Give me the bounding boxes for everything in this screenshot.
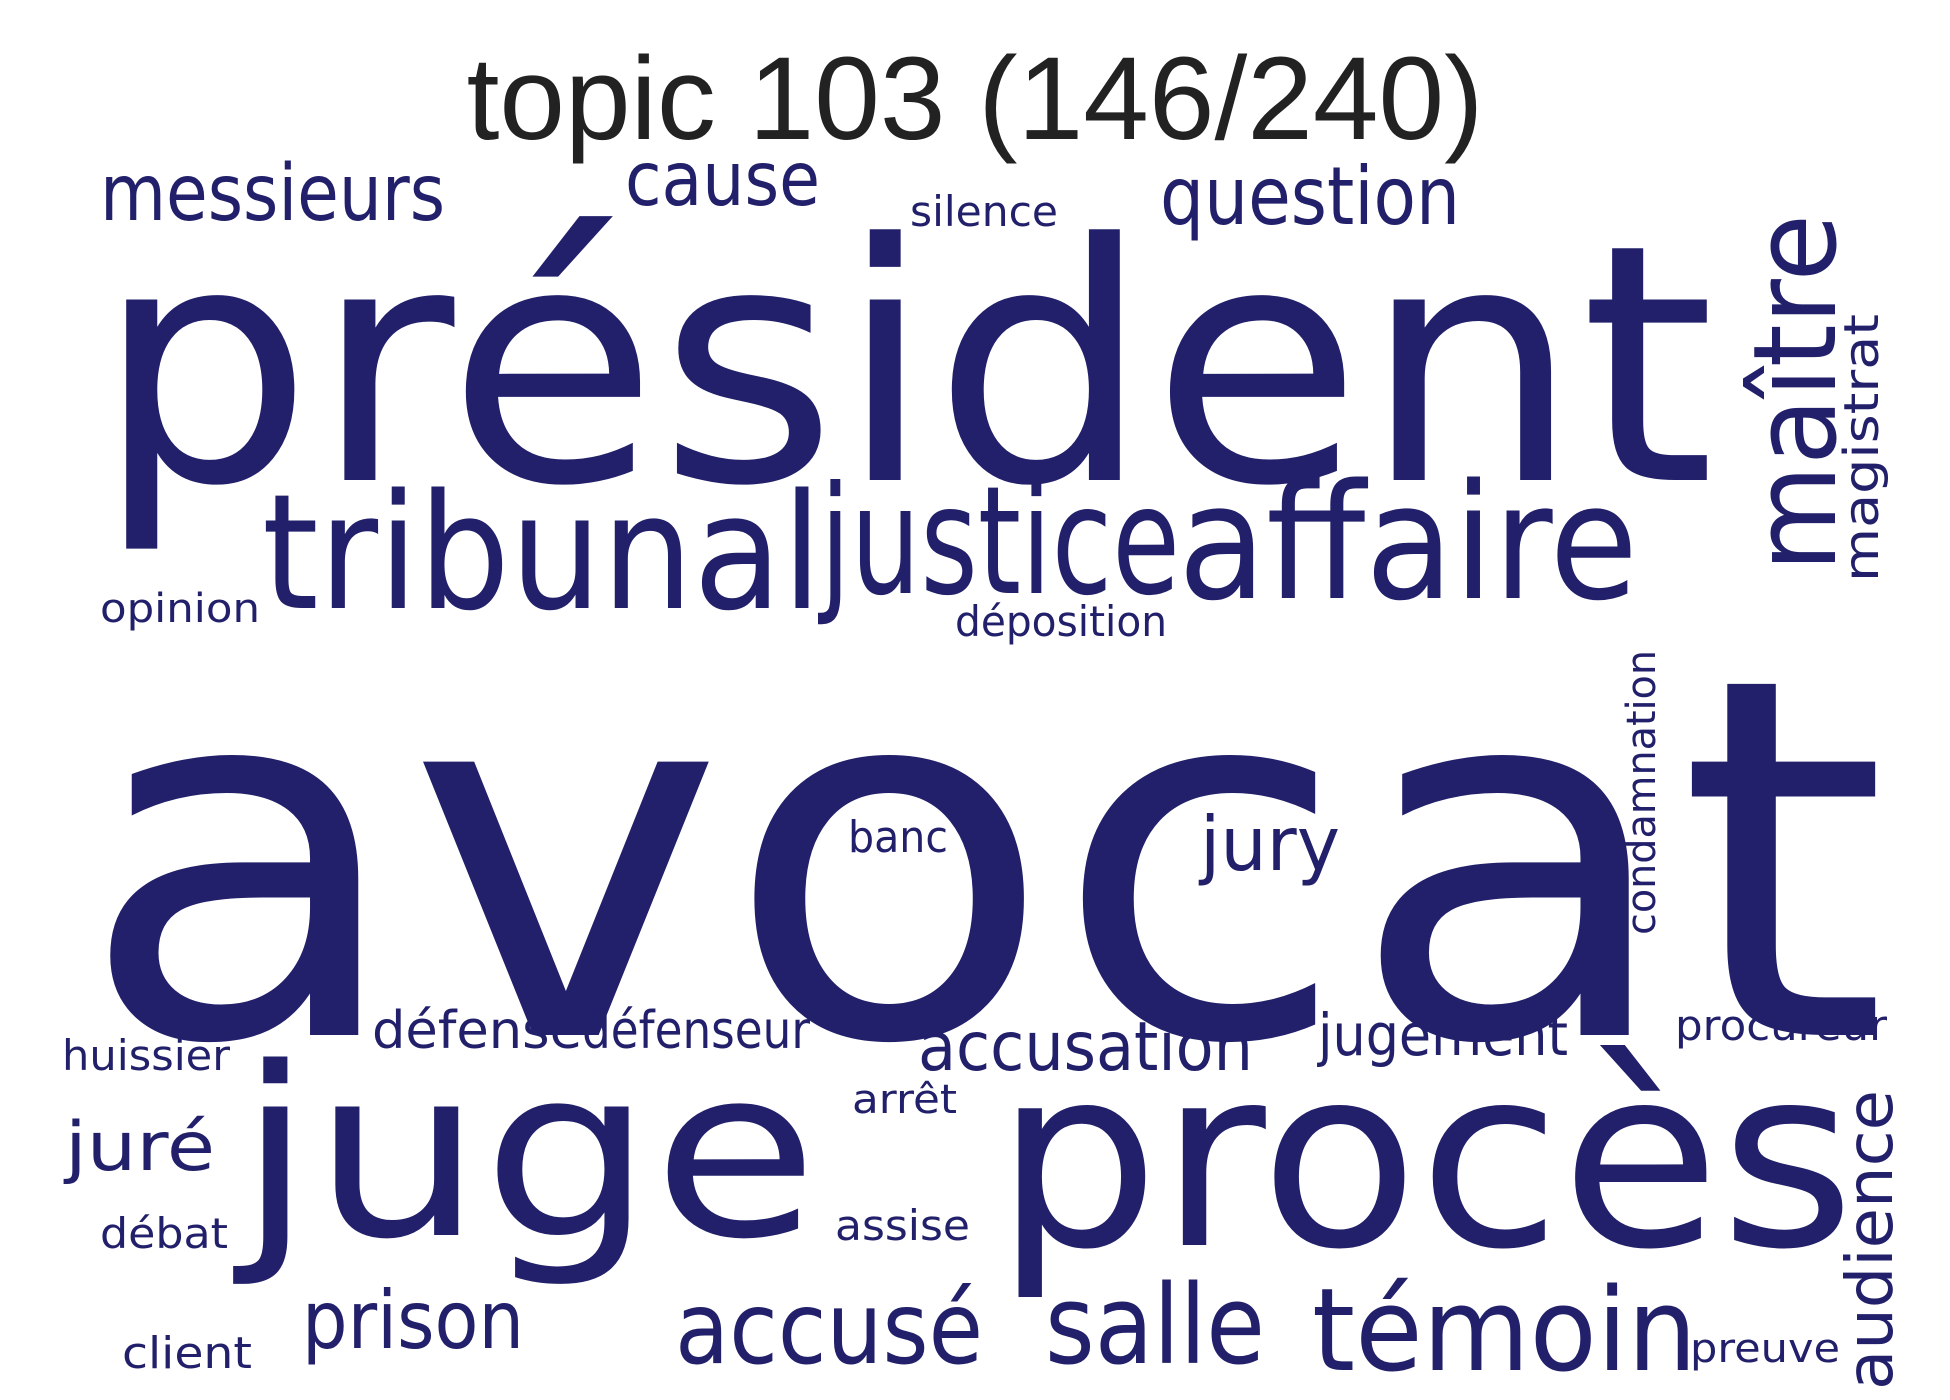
word-cause: cause xyxy=(625,135,820,223)
word-silence: silence xyxy=(910,187,1058,236)
word-client: client xyxy=(122,1328,252,1379)
word-question: question xyxy=(1160,150,1460,243)
word-accusation: accusation xyxy=(918,1008,1253,1087)
word-debat: débat xyxy=(100,1209,228,1258)
word-messieurs: messieurs xyxy=(100,149,445,239)
page-title: topic 103 (146/240) xyxy=(466,33,1484,165)
word-arret: arrêt xyxy=(852,1077,957,1123)
word-jure: juré xyxy=(63,1108,215,1187)
word-prison: prison xyxy=(302,1274,524,1367)
word-salle: salle xyxy=(1045,1261,1265,1389)
word-opinion: opinion xyxy=(100,586,260,632)
word-audience: audience xyxy=(1834,1090,1908,1390)
word-condamnation: condamnation xyxy=(1619,650,1665,935)
word-magistrat: magistrat xyxy=(1834,314,1890,582)
word-temoin: témoin xyxy=(1312,1264,1697,1398)
word-procureur: procureur xyxy=(1675,1001,1888,1050)
word-juge: juge xyxy=(232,1018,818,1291)
word-defenseur: défenseur xyxy=(582,1001,811,1061)
word-tribunal: tribunal xyxy=(262,459,822,646)
word-preuve: preuve xyxy=(1690,1326,1840,1372)
word-avocat: avocat xyxy=(78,571,1888,1153)
word-huissier: huissier xyxy=(62,1031,231,1080)
word-proces: procès xyxy=(995,1013,1855,1304)
word-justice: justice xyxy=(818,455,1180,629)
word-assise: assise xyxy=(835,1201,970,1250)
word-banc: banc xyxy=(848,812,948,863)
word-affaire: affaire xyxy=(1178,449,1638,636)
word-deposition: déposition xyxy=(955,597,1167,646)
word-maitre: maître xyxy=(1729,214,1863,572)
word-defense: défense xyxy=(372,1001,582,1061)
word-accuse: accusé xyxy=(675,1270,983,1387)
word-jury: jury xyxy=(1198,800,1340,888)
word-jugement: jugement xyxy=(1316,1001,1568,1069)
word-president: président xyxy=(95,174,1715,558)
